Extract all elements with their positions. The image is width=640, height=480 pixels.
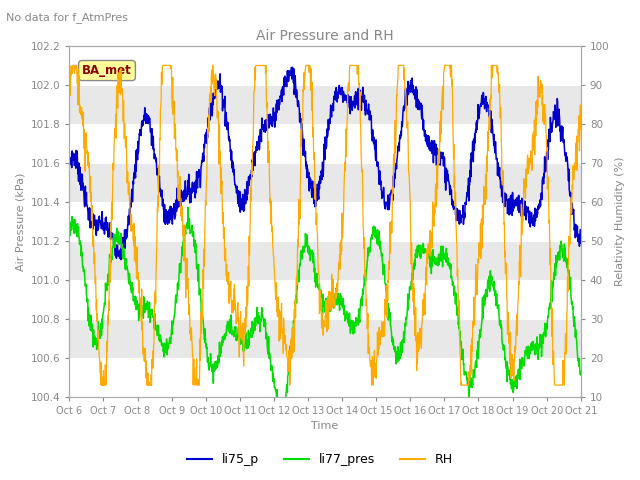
Bar [69,241,580,280]
Bar [69,85,580,124]
Legend: li75_p, li77_pres, RH: li75_p, li77_pres, RH [182,448,458,471]
Y-axis label: Relativity Humidity (%): Relativity Humidity (%) [615,156,625,286]
Title: Air Pressure and RH: Air Pressure and RH [256,29,394,43]
Text: No data for f_AtmPres: No data for f_AtmPres [6,12,129,23]
Y-axis label: Air Pressure (kPa): Air Pressure (kPa) [15,172,25,271]
X-axis label: Time: Time [312,421,339,432]
Bar [69,319,580,358]
Bar [69,163,580,202]
Text: BA_met: BA_met [82,64,132,77]
